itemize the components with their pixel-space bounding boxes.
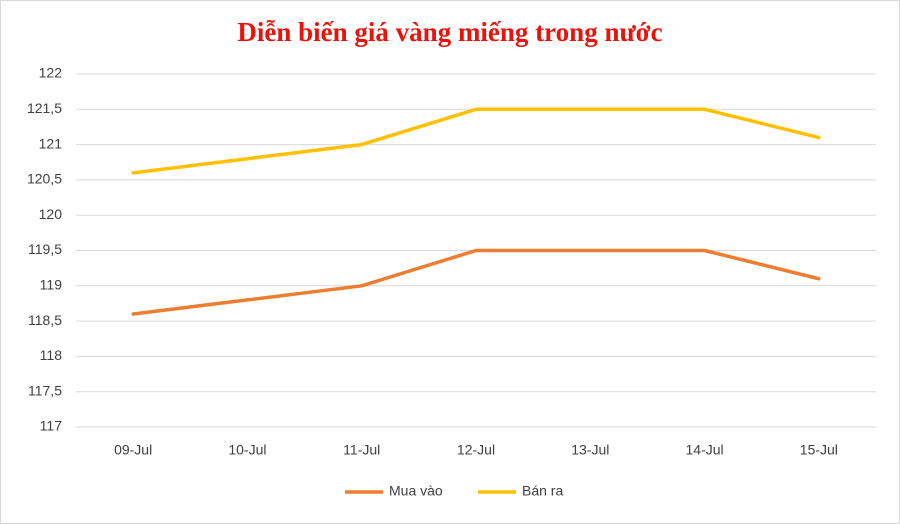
y-tick-label: 117 [40, 418, 63, 434]
y-tick-label: 120,5 [27, 171, 62, 187]
x-tick-label: 14-Jul [686, 442, 724, 458]
y-tick-label: 119 [40, 277, 63, 293]
y-tick-label: 118 [40, 347, 63, 363]
series-line [131, 248, 821, 316]
x-tick-label: 13-Jul [571, 442, 609, 458]
x-tick-label: 09-Jul [114, 442, 152, 458]
x-tick-label: 11-Jul [343, 442, 380, 458]
y-tick-label: 120 [39, 206, 63, 222]
y-tick-label: 118,5 [28, 312, 62, 328]
x-tick-label: 15-Jul [800, 442, 838, 458]
x-tick-label: 12-Jul [457, 442, 495, 458]
y-tick-label: 122 [39, 65, 63, 81]
y-tick-label: 117,5 [28, 382, 62, 398]
y-tick-label: 121,5 [27, 100, 62, 116]
y-tick-label: 119,5 [28, 241, 62, 257]
legend-label: Bán ra [522, 483, 563, 499]
y-tick-label: 121 [39, 135, 63, 151]
chart-title: Diễn biến giá vàng miếng trong nước [237, 17, 662, 47]
series-line [131, 107, 821, 175]
legend-label: Mua vào [389, 483, 443, 499]
x-tick-label: 10-Jul [228, 442, 266, 458]
